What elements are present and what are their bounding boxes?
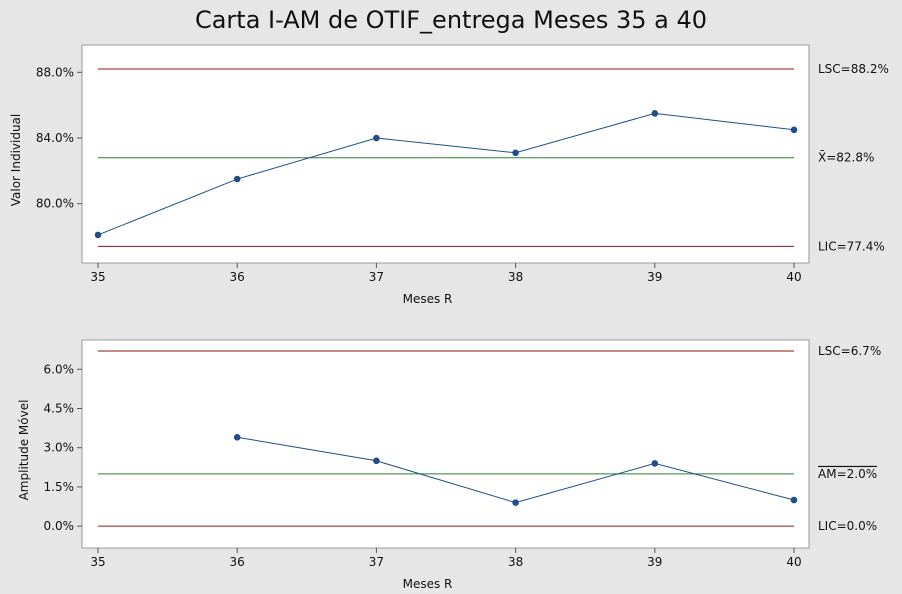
chart-title: Carta I-AM de OTIF_entrega Meses 35 a 40 xyxy=(195,6,707,34)
y-tick-label: 84.0% xyxy=(36,131,74,145)
data-point xyxy=(233,175,241,183)
y-tick-label: 3.0% xyxy=(44,441,75,455)
y-tick-label: 88.0% xyxy=(36,65,74,79)
x-tick-label: 37 xyxy=(369,555,384,569)
y-tick-label: 80.0% xyxy=(36,197,74,211)
x-tick-label: 36 xyxy=(230,555,245,569)
center-label: X̄=82.8% xyxy=(818,151,874,165)
data-point xyxy=(790,126,798,134)
x-tick-label: 37 xyxy=(369,270,384,284)
x-axis-label: Meses R xyxy=(403,577,453,591)
data-point xyxy=(512,149,519,157)
moving-range-chart-panel: LSC=6.7% AM=2.0% LIC=0.0% 0.0% 1.5% 3.0% 4.5% 6… xyxy=(17,339,881,591)
x-tick-label: 35 xyxy=(90,270,105,284)
x-axis-label: Meses R xyxy=(403,292,453,306)
x-tick-label: 35 xyxy=(90,555,105,569)
data-point xyxy=(790,496,798,504)
center-label: AM=2.0% xyxy=(818,467,877,481)
y-tick-label: 6.0% xyxy=(44,362,75,376)
ucl-label: LSC=6.7% xyxy=(818,344,881,358)
y-axis-label: Valor Individual xyxy=(9,114,23,207)
x-tick-label: 38 xyxy=(508,555,523,569)
lcl-label: LIC=0.0% xyxy=(818,519,877,533)
data-point xyxy=(373,134,380,142)
x-tick-label: 39 xyxy=(647,555,662,569)
data-point xyxy=(651,110,659,117)
x-tick-label: 36 xyxy=(230,270,245,284)
x-tick-label: 39 xyxy=(647,270,662,284)
plot-area xyxy=(81,339,810,549)
y-tick-label: 1.5% xyxy=(44,480,75,494)
data-point xyxy=(512,499,519,506)
individual-chart-panel: LSC=88.2% X̄=82.8% LIC=77.4% 80.0% 84.0% 88.0… xyxy=(9,44,889,306)
x-tick-label: 40 xyxy=(786,270,801,284)
y-axis-label: Amplitude Móvel xyxy=(17,400,31,501)
y-tick-label: 4.5% xyxy=(44,402,75,416)
data-point xyxy=(373,457,380,465)
data-point xyxy=(651,460,659,467)
plot-area xyxy=(81,44,810,264)
ucl-label: LSC=88.2% xyxy=(818,62,889,76)
series-line xyxy=(97,112,795,236)
x-tick-label: 38 xyxy=(508,270,523,284)
lcl-label: LIC=77.4% xyxy=(818,239,885,253)
data-point xyxy=(94,231,102,239)
data-point xyxy=(233,433,241,441)
x-tick-label: 40 xyxy=(786,555,801,569)
y-tick-label: 0.0% xyxy=(44,519,75,533)
